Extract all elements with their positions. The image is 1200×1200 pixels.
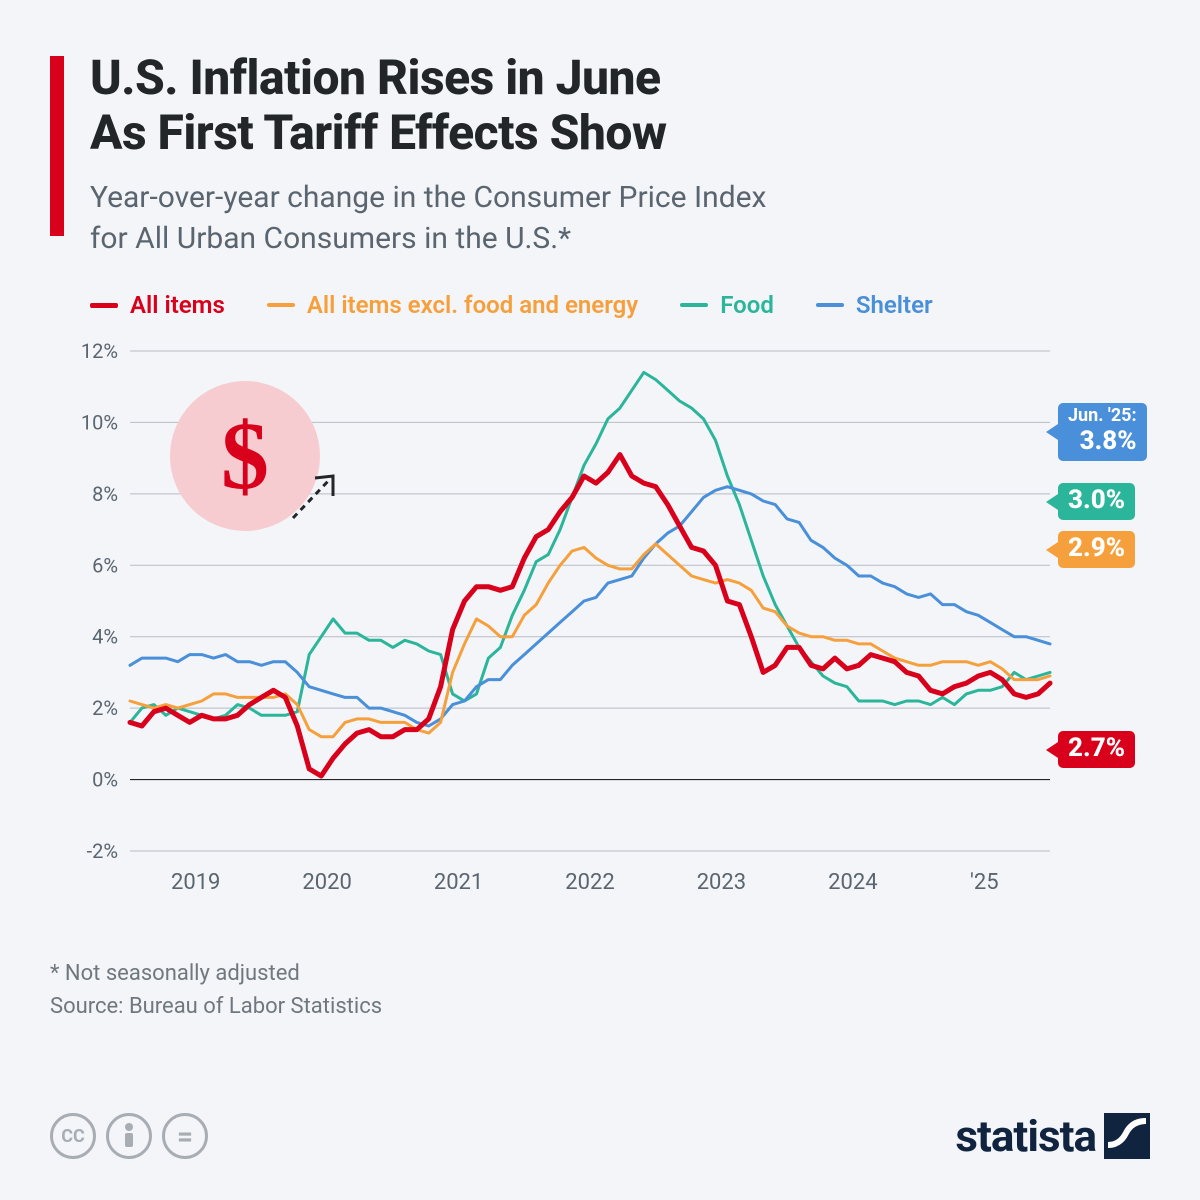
svg-text:2021: 2021: [434, 870, 483, 895]
cc-icon: CC: [50, 1113, 96, 1159]
legend-label: All items excl. food and energy: [307, 291, 638, 319]
license-icons: CC =: [50, 1113, 208, 1159]
header: U.S. Inflation Rises in June As First Ta…: [50, 50, 1150, 259]
svg-text:2023: 2023: [697, 870, 746, 895]
svg-text:0%: 0%: [92, 768, 118, 792]
svg-text:2019: 2019: [171, 870, 220, 895]
svg-text:2024: 2024: [828, 870, 877, 895]
legend-item: Shelter: [816, 291, 933, 319]
brand-text: statista: [955, 1110, 1096, 1162]
svg-text:4%: 4%: [92, 625, 118, 649]
svg-text:-2%: -2%: [87, 839, 118, 863]
callout-tail: [1046, 424, 1058, 440]
subtitle-line-1: Year-over-year change in the Consumer Pr…: [90, 180, 766, 215]
title-line-1: U.S. Inflation Rises in June: [90, 49, 661, 106]
cc-by-icon: [106, 1113, 152, 1159]
chart-area: -2% 0% 2% 4% 6% 8% 10% 12% 2019 2020 2021 2022 2023 2…: [50, 331, 1150, 911]
svg-text:'25: '25: [970, 870, 999, 895]
callout-value: 2.7%: [1068, 733, 1125, 763]
legend-item: Food: [680, 291, 774, 319]
subtitle: Year-over-year change in the Consumer Pr…: [90, 178, 1150, 259]
footnote: * Not seasonally adjusted Source: Bureau…: [50, 957, 1150, 1023]
callout-tail: [1046, 494, 1058, 510]
infographic-root: U.S. Inflation Rises in June As First Ta…: [0, 0, 1200, 1200]
title-line-2: As First Tariff Effects Show: [90, 104, 667, 161]
subtitle-line-2: for All Urban Consumers in the U.S.*: [90, 221, 571, 256]
svg-text:6%: 6%: [92, 554, 118, 578]
legend-swatch: [816, 303, 844, 307]
svg-text:2020: 2020: [302, 870, 351, 895]
footnote-line-1: * Not seasonally adjusted: [50, 957, 1150, 990]
legend-item: All items: [90, 291, 225, 319]
svg-text:8%: 8%: [92, 482, 118, 506]
legend-swatch: [267, 303, 295, 307]
callout-value: 3.8%: [1080, 426, 1137, 456]
cc-nd-icon: =: [162, 1113, 208, 1159]
end-value-callout: 3.0%: [1058, 483, 1135, 520]
footer: CC = statista: [50, 1110, 1150, 1162]
trend-arrow-icon: [285, 466, 345, 526]
legend-swatch: [90, 303, 118, 308]
svg-text:12%: 12%: [81, 339, 118, 363]
statista-swoosh-icon: [1104, 1113, 1150, 1159]
chart-legend: All items All items excl. food and energy…: [50, 291, 1150, 319]
svg-text:2022: 2022: [565, 870, 614, 895]
statista-logo: statista: [955, 1110, 1150, 1162]
footnote-line-2: Source: Bureau of Labor Statistics: [50, 990, 1150, 1023]
dollar-sign: $: [221, 408, 269, 504]
end-value-callout: Jun. '25:3.8%: [1058, 403, 1147, 461]
callout-tail: [1046, 542, 1058, 558]
legend-item: All items excl. food and energy: [267, 291, 638, 319]
callout-value: 3.0%: [1068, 485, 1125, 515]
legend-label: Shelter: [856, 291, 933, 319]
svg-text:2%: 2%: [92, 697, 118, 721]
legend-label: Food: [720, 291, 774, 319]
title: U.S. Inflation Rises in June As First Ta…: [90, 50, 1150, 160]
callout-tail: [1046, 742, 1058, 758]
callout-date: Jun. '25:: [1068, 406, 1137, 427]
end-value-callout: 2.9%: [1058, 531, 1135, 568]
legend-label: All items: [130, 291, 225, 319]
svg-text:10%: 10%: [81, 411, 118, 435]
end-value-callout: 2.7%: [1058, 731, 1135, 768]
callout-value: 2.9%: [1068, 533, 1125, 563]
legend-swatch: [680, 303, 708, 307]
accent-bar: [50, 56, 64, 236]
